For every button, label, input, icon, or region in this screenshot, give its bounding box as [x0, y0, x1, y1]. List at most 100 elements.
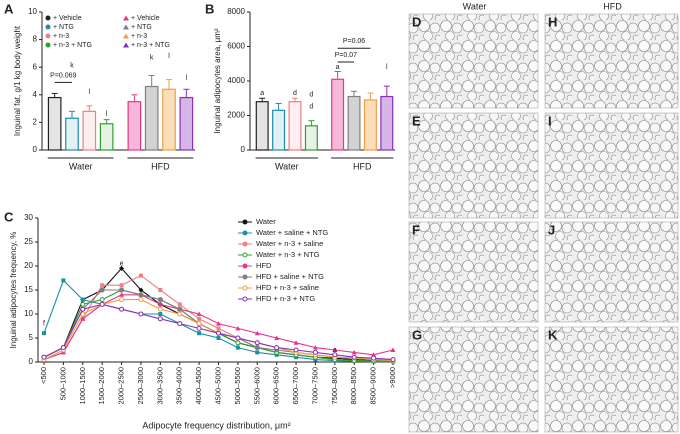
- y-tick-label: 8: [33, 35, 38, 44]
- legend-marker: [45, 42, 51, 48]
- point: [274, 345, 280, 351]
- x-tick-label: 6000–6500: [272, 367, 281, 405]
- micrograph: [408, 326, 539, 433]
- legend-marker: [242, 219, 248, 225]
- point: [274, 335, 280, 340]
- point: [390, 347, 396, 352]
- point: [80, 316, 86, 321]
- point: [99, 287, 105, 293]
- panel-label: H: [548, 14, 557, 29]
- point: [61, 278, 66, 283]
- point: [100, 283, 105, 288]
- series-line: [43, 267, 394, 362]
- series-line: [43, 274, 394, 363]
- legend-marker: [45, 24, 51, 30]
- point: [255, 350, 260, 355]
- legend-marker: [242, 285, 248, 291]
- point: [99, 301, 105, 307]
- y-tick-label: 2: [33, 118, 38, 127]
- point: [157, 316, 163, 322]
- annotation: l: [89, 89, 91, 96]
- point: [138, 273, 143, 278]
- point: [119, 297, 125, 303]
- point: [60, 345, 66, 351]
- point: [293, 340, 299, 345]
- legend-marker: [123, 33, 129, 39]
- point: [216, 336, 221, 340]
- legend-marker: [242, 296, 248, 302]
- point: [158, 288, 163, 292]
- bar: [127, 101, 142, 151]
- point: [80, 306, 86, 312]
- point: [119, 292, 125, 297]
- legend-label: + n-3: [53, 33, 69, 40]
- x-tick-label: 3000–3500: [155, 367, 164, 405]
- x-tick-label: 500–1000: [58, 367, 67, 400]
- legend-marker: [242, 252, 248, 258]
- point: [351, 354, 357, 360]
- point: [216, 326, 221, 331]
- annotation: P=0.06: [343, 38, 365, 45]
- point: [235, 345, 240, 350]
- y-tick-label: 2000: [227, 111, 245, 120]
- annotation: P=0.069: [50, 72, 76, 79]
- point: [196, 321, 202, 327]
- x-tick-label: >9000: [388, 367, 397, 388]
- panel-label: B: [205, 1, 214, 16]
- x-tick-label: 5500–6000: [252, 367, 261, 405]
- x-tick-label: 7000–7500: [310, 367, 319, 405]
- point: [119, 306, 125, 312]
- annotation: k: [70, 63, 74, 70]
- legend-marker: [123, 42, 129, 48]
- legend-label: HFD + saline + NTG: [256, 272, 324, 281]
- point: [157, 301, 163, 307]
- y-tick-label: 15: [24, 285, 33, 294]
- legend-label: Water: [256, 217, 276, 226]
- point: [235, 335, 241, 341]
- bar: [179, 96, 194, 151]
- bar: [288, 101, 302, 151]
- legend-marker: [242, 274, 248, 280]
- point: [138, 287, 144, 293]
- bar: [65, 117, 79, 151]
- y-tick-label: 0: [33, 145, 38, 154]
- point: [254, 345, 260, 351]
- point: [177, 321, 183, 327]
- point: [80, 297, 85, 302]
- point: [235, 340, 241, 346]
- point: [390, 357, 396, 363]
- point: [197, 316, 202, 321]
- x-tick-label: 2000–2500: [117, 367, 126, 405]
- legend-label: Water + saline + NTG: [256, 228, 328, 237]
- annotation: d: [309, 92, 313, 99]
- micrograph: [544, 221, 679, 323]
- annotation: l: [106, 111, 108, 118]
- micrograph: [408, 112, 539, 219]
- annotation: l: [386, 64, 388, 71]
- x-tick-label: <500: [39, 367, 48, 384]
- y-tick-label: 0: [29, 357, 34, 366]
- annotation: P=0.07: [335, 52, 357, 59]
- annotation: a: [333, 347, 337, 354]
- x-tick-label: 4500–5000: [213, 367, 222, 405]
- x-tick-label: 8500–9000: [369, 367, 378, 405]
- y-tick-label: 4000: [227, 76, 245, 85]
- legend-marker: [123, 15, 129, 21]
- point: [157, 297, 163, 303]
- x-tick-label: 1000–1500: [78, 367, 87, 405]
- x-tick-label: 8000–8500: [349, 367, 358, 405]
- group-label: HFD: [353, 161, 372, 171]
- legend-label: + Vehicle: [53, 15, 82, 22]
- legend-marker: [242, 230, 248, 236]
- point: [371, 352, 377, 357]
- point: [138, 311, 144, 317]
- x-tick-label: 5000–5500: [233, 367, 242, 405]
- x-tick-label: 6500–7000: [291, 367, 300, 405]
- point: [216, 330, 221, 336]
- bar: [363, 99, 377, 151]
- panel-label: E: [412, 113, 421, 128]
- bar: [144, 85, 159, 151]
- legend-label: HFD: [256, 261, 272, 270]
- legend-marker: [242, 241, 248, 247]
